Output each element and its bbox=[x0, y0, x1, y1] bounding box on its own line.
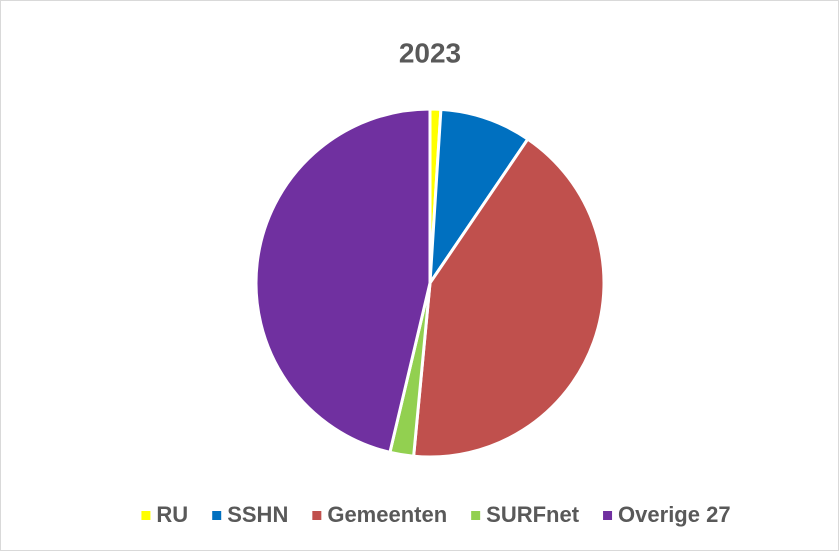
legend-label: SSHN bbox=[227, 502, 288, 527]
pie-slice bbox=[411, 137, 606, 459]
legend-swatch bbox=[603, 511, 613, 520]
legend-label: Gemeenten bbox=[327, 502, 447, 527]
legend-swatch bbox=[471, 511, 481, 520]
legend-label: SURFnet bbox=[486, 502, 580, 527]
legend-swatch bbox=[141, 511, 151, 520]
pie-slice bbox=[428, 107, 530, 289]
legend-swatch bbox=[212, 511, 222, 520]
legend-label: RU bbox=[156, 502, 188, 527]
legend-swatch bbox=[312, 511, 322, 520]
legend-label: Overige 27 bbox=[618, 502, 731, 527]
chart-title: 2023 bbox=[399, 37, 461, 68]
pie-slice bbox=[254, 107, 432, 455]
